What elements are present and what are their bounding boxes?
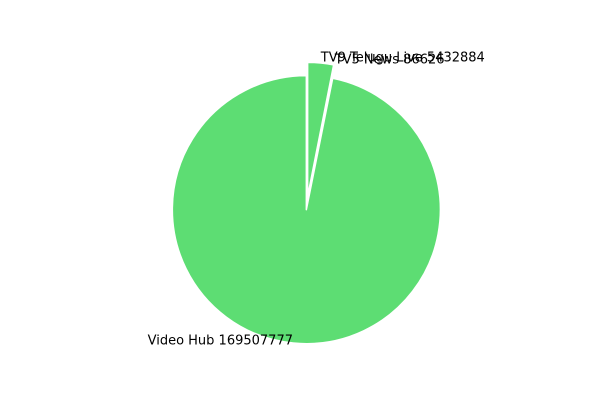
pie-slice-video-hub (171, 74, 442, 345)
pie-label-tv9-telugu-live: TV9 Telugu Live 5432884 (320, 51, 485, 66)
pie-label-tv5-news: TV5 News 86626 (334, 53, 445, 68)
pie-label-video-hub: Video Hub 169507777 (148, 333, 293, 348)
pie-slice-tv9-telugu-live (306, 61, 335, 198)
pie-slices (171, 61, 442, 345)
